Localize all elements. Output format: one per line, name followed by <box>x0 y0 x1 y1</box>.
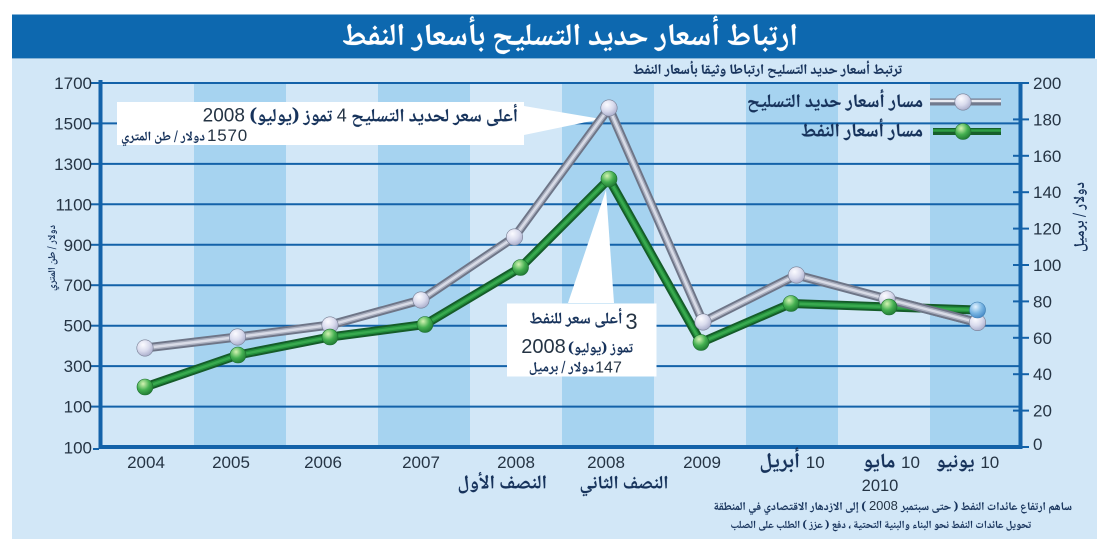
svg-text:147: 147 <box>595 360 622 377</box>
svg-text:2007: 2007 <box>402 453 440 472</box>
svg-text:60: 60 <box>1033 329 1052 348</box>
svg-text:160: 160 <box>1033 147 1061 166</box>
svg-text:2008: 2008 <box>869 498 898 513</box>
svg-text:1700: 1700 <box>54 74 92 93</box>
svg-text:140: 140 <box>1033 183 1061 202</box>
svg-text:2005: 2005 <box>212 453 250 472</box>
svg-text:180: 180 <box>1033 110 1061 129</box>
svg-text:10: 10 <box>980 453 999 472</box>
svg-text:100: 100 <box>64 398 92 417</box>
svg-text:2006: 2006 <box>304 453 342 472</box>
svg-text:120: 120 <box>1033 220 1061 239</box>
svg-text:1570: 1570 <box>207 126 248 145</box>
svg-text:2010: 2010 <box>862 477 899 495</box>
svg-text:10: 10 <box>806 453 825 472</box>
svg-text:20: 20 <box>1033 402 1052 421</box>
svg-text:700: 700 <box>64 276 92 295</box>
svg-text:1300: 1300 <box>54 155 92 174</box>
svg-text:2008: 2008 <box>521 336 566 358</box>
svg-text:500: 500 <box>64 317 92 336</box>
svg-text:300: 300 <box>64 357 92 376</box>
svg-text:3: 3 <box>625 309 637 334</box>
svg-text:10: 10 <box>901 453 920 472</box>
svg-text:80: 80 <box>1033 292 1052 311</box>
svg-text:40: 40 <box>1033 365 1052 384</box>
svg-text:1100: 1100 <box>55 195 92 214</box>
svg-text:900: 900 <box>64 236 92 255</box>
svg-text:2008: 2008 <box>587 453 625 472</box>
svg-text:200: 200 <box>1033 74 1061 93</box>
svg-text:2008: 2008 <box>203 106 245 127</box>
svg-text:100: 100 <box>1033 256 1061 275</box>
svg-text:2004: 2004 <box>127 453 165 472</box>
svg-text:4: 4 <box>337 106 347 126</box>
svg-text:2009: 2009 <box>683 453 721 472</box>
svg-text:2008: 2008 <box>497 453 535 472</box>
svg-text:0: 0 <box>1033 435 1042 454</box>
svg-text:1500: 1500 <box>54 114 92 133</box>
svg-text:100: 100 <box>64 439 92 458</box>
